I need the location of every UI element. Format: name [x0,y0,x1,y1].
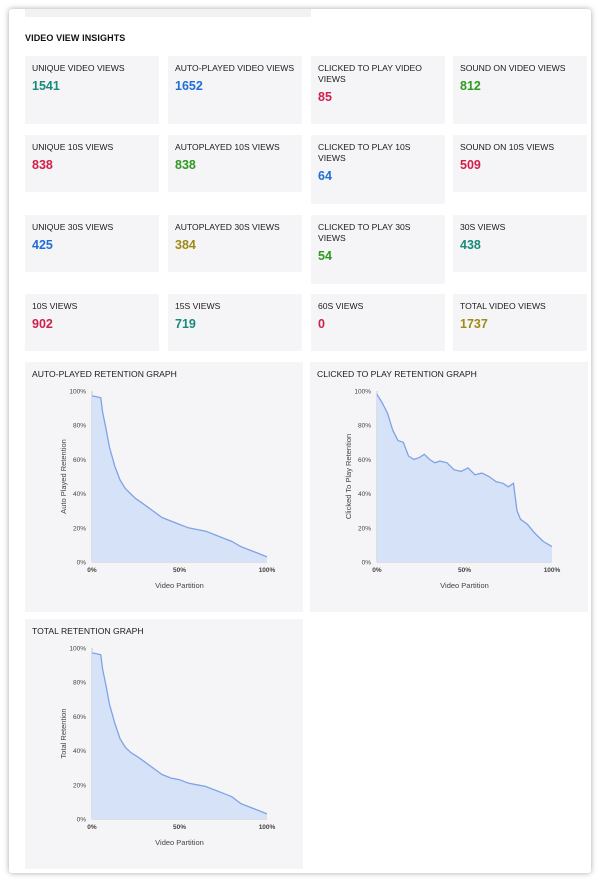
metric-label: AUTOPLAYED 30S VIEWS [175,222,280,232]
retention-line [92,652,268,815]
chart-card: CLICKED TO PLAY RETENTION GRAPH 0% 20% 40% 6… [310,362,588,612]
metric-card: UNIQUE 10S VIEWS 838 [25,135,159,192]
x-tick-label: 50% [173,567,186,574]
metric-card: 30S VIEWS 438 [453,215,587,272]
y-tick-label: 0% [77,560,87,567]
metric-value: 0 [318,317,325,331]
metric-card: UNIQUE VIDEO VIEWS 1541 [25,56,159,124]
y-tick-label: 0% [362,560,372,567]
chart-title: TOTAL RETENTION GRAPH [32,626,144,636]
y-tick-label: 100% [69,389,86,396]
metric-value: 1737 [460,317,488,331]
metric-card: AUTO-PLAYED VIDEO VIEWS 1652 [168,56,302,124]
retention-chart: 0% 20% 40% 60% 80% 100% 0% 50% 100% Video Partiti… [59,646,276,848]
metric-label: 60S VIEWS [318,301,364,311]
chart-card: TOTAL RETENTION GRAPH 0% 20% 40% 60% 80% 100% 0… [25,619,303,869]
x-tick-label: 0% [87,824,97,831]
retention-area [92,396,267,562]
y-tick-label: 80% [73,423,86,430]
y-axis-label: Total Retention [59,708,68,758]
metric-card: CLICKED TO PLAY 10S VIEWS 64 [311,135,445,204]
x-tick-label: 100% [259,567,276,574]
y-tick-label: 100% [69,646,86,653]
metric-value: 54 [318,249,332,263]
y-tick-label: 80% [358,423,371,430]
y-tick-label: 40% [73,491,86,498]
chart-title: CLICKED TO PLAY RETENTION GRAPH [317,369,477,379]
metric-value: 509 [460,158,481,172]
metric-value: 1652 [175,79,203,93]
metric-card: UNIQUE 30S VIEWS 425 [25,215,159,272]
y-axis-label: Clicked To Play Retention [344,434,353,519]
retention-line [92,395,268,558]
retention-area [377,394,552,562]
chart-title: AUTO-PLAYED RETENTION GRAPH [32,369,177,379]
metric-card: CLICKED TO PLAY 30S VIEWS 54 [311,215,445,284]
y-tick-label: 0% [77,817,87,824]
metric-label: CLICKED TO PLAY VIDEO VIEWS [318,63,422,84]
y-tick-label: 40% [73,748,86,755]
x-axis-label: Video Partition [155,838,204,847]
y-tick-label: 20% [73,525,86,532]
metric-card: 10S VIEWS 902 [25,294,159,351]
y-tick-label: 60% [73,457,86,464]
x-tick-label: 50% [173,824,186,831]
metric-value: 425 [32,238,53,252]
metric-card: CLICKED TO PLAY VIDEO VIEWS 85 [311,56,445,124]
y-tick-label: 60% [73,714,86,721]
metric-label: UNIQUE 30S VIEWS [32,222,114,232]
metric-label: CLICKED TO PLAY 30S VIEWS [318,222,411,243]
metric-card: AUTOPLAYED 30S VIEWS 384 [168,215,302,272]
metric-label: 15S VIEWS [175,301,221,311]
metric-card: SOUND ON 10S VIEWS 509 [453,135,587,192]
metric-value: 85 [318,90,332,104]
metric-value: 902 [32,317,53,331]
metric-value: 1541 [32,79,60,93]
x-tick-label: 100% [259,824,276,831]
retention-chart: 0% 20% 40% 60% 80% 100% 0% 50% 100% Video Partiti… [59,389,276,591]
x-tick-label: 100% [544,567,561,574]
y-axis-label: Auto Played Retention [59,439,68,514]
chart-card: AUTO-PLAYED RETENTION GRAPH 0% 20% 40% 60% 80… [25,362,303,612]
metric-label: SOUND ON 10S VIEWS [460,142,555,152]
y-tick-label: 40% [358,491,371,498]
metric-value: 838 [175,158,196,172]
y-tick-label: 80% [73,680,86,687]
metric-value: 719 [175,317,196,331]
metric-label: CLICKED TO PLAY 10S VIEWS [318,142,411,163]
metric-label: AUTOPLAYED 10S VIEWS [175,142,280,152]
x-axis-label: Video Partition [440,581,489,590]
metric-value: 838 [32,158,53,172]
x-tick-label: 0% [372,567,382,574]
metric-label: SOUND ON VIDEO VIEWS [460,63,566,73]
metric-label: AUTO-PLAYED VIDEO VIEWS [175,63,295,73]
section-title: VIDEO VIEW INSIGHTS [25,33,126,43]
metric-card: SOUND ON VIDEO VIEWS 812 [453,56,587,124]
insights-panel: VIDEO VIEW INSIGHTS UNIQUE VIDEO VIEWS 15… [9,9,591,873]
metric-label: TOTAL VIDEO VIEWS [460,301,546,311]
retention-line [376,394,553,548]
metric-label: 30S VIEWS [460,222,506,232]
metric-label: UNIQUE 10S VIEWS [32,142,114,152]
metric-card: TOTAL VIDEO VIEWS 1737 [453,294,587,351]
metric-label: 10S VIEWS [32,301,78,311]
x-tick-label: 0% [87,567,97,574]
retention-area [92,653,267,819]
metric-card: 15S VIEWS 719 [168,294,302,351]
metric-value: 812 [460,79,481,93]
metric-card: 60S VIEWS 0 [311,294,445,351]
y-tick-label: 60% [358,457,371,464]
x-tick-label: 50% [458,567,471,574]
metric-value: 384 [175,238,196,252]
metric-value: 438 [460,238,481,252]
metric-value: 64 [318,169,332,183]
x-axis-label: Video Partition [155,581,204,590]
y-tick-label: 20% [358,525,371,532]
retention-chart: 0% 20% 40% 60% 80% 100% 0% 50% 100% Video Partiti… [344,389,561,591]
y-tick-label: 100% [354,389,371,396]
previous-card-edge [25,9,311,17]
y-tick-label: 20% [73,782,86,789]
metric-card: AUTOPLAYED 10S VIEWS 838 [168,135,302,192]
metric-label: UNIQUE VIDEO VIEWS [32,63,125,73]
